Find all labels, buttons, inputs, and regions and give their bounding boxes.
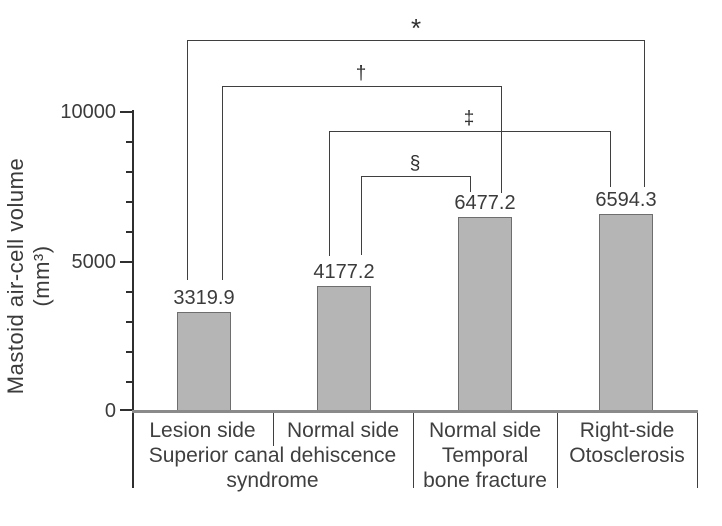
y-tick-major: [120, 111, 133, 113]
group-label: syndrome: [226, 469, 319, 492]
y-tick-minor: [126, 351, 133, 353]
significance-bracket-drop: [361, 176, 362, 255]
category-label: Normal side: [286, 419, 400, 442]
group-label: bone fracture: [423, 469, 547, 492]
y-tick-minor: [126, 231, 133, 233]
x-axis-line: [132, 410, 698, 413]
y-tick-label: 10000: [60, 101, 116, 123]
bar-value-label: 4177.2: [313, 261, 375, 283]
significance-symbol-asterisk: *: [410, 13, 422, 43]
group-label: Temporal: [441, 444, 529, 467]
group-label: Otosclerosis: [569, 444, 685, 467]
y-tick-minor: [126, 141, 133, 143]
bar-normal-side-scds: [317, 286, 371, 411]
y-tick-major: [120, 261, 133, 263]
significance-bracket-drop: [329, 131, 330, 256]
significance-symbol-dagger: †: [355, 63, 367, 84]
bar-lesion-side-scds: [177, 312, 231, 411]
bar-right-side-oto: [599, 214, 653, 411]
significance-bracket-drop: [187, 40, 188, 280]
significance-symbol-section: §: [409, 153, 421, 174]
category-separator: [273, 413, 274, 446]
significance-bracket-line: [187, 40, 645, 41]
category-label: Normal side: [428, 419, 542, 442]
y-axis-line: [132, 110, 134, 488]
category-separator: [413, 413, 414, 488]
y-tick-minor: [126, 171, 133, 173]
bar-value-label: 6477.2: [454, 192, 516, 214]
y-tick-label: 0: [104, 400, 116, 422]
category-separator: [697, 413, 698, 488]
significance-bracket-drop: [610, 131, 611, 187]
bar-value-label: 6594.3: [595, 189, 657, 211]
significance-bracket-line: [361, 176, 471, 177]
y-tick-label: 5000: [71, 251, 117, 273]
significance-bracket-drop: [470, 176, 471, 192]
significance-bracket-drop: [501, 86, 502, 193]
bar-normal-side-tbf: [458, 217, 512, 411]
y-axis-label: Mastoid air-cell volume (mm³): [3, 157, 54, 395]
y-tick-minor: [126, 321, 133, 323]
y-tick-minor: [126, 201, 133, 203]
significance-bracket-line: [222, 86, 502, 87]
significance-bracket-drop: [222, 86, 223, 280]
category-label: Right-side: [579, 419, 675, 442]
significance-bracket-line: [329, 131, 611, 132]
y-tick-major: [120, 409, 133, 411]
category-separator: [557, 413, 558, 488]
bar-value-label: 3319.9: [173, 287, 235, 309]
y-tick-minor: [126, 291, 133, 293]
group-label: Superior canal dehiscence: [148, 444, 397, 467]
category-label: Lesion side: [149, 419, 256, 442]
significance-symbol-double-dagger: ‡: [463, 108, 475, 129]
y-tick-minor: [126, 381, 133, 383]
significance-bracket-drop: [644, 40, 645, 187]
